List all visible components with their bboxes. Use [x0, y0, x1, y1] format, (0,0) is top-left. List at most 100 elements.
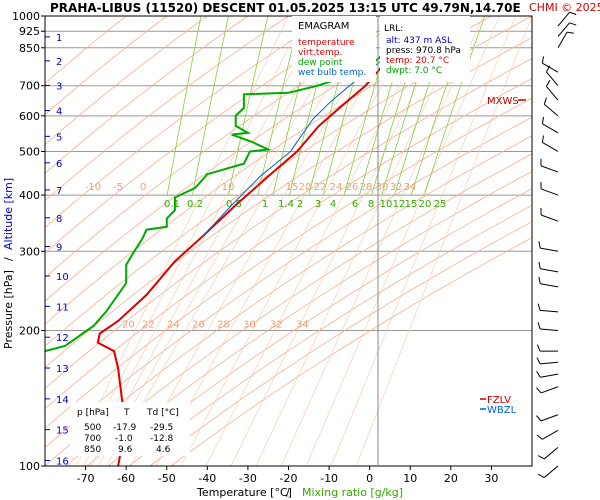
wind-barb-flag — [536, 434, 543, 440]
altitude-label: 14 — [56, 395, 69, 406]
wind-barb — [543, 103, 559, 117]
wind-barb-flag — [536, 415, 542, 422]
dry-adiabat — [44, 15, 249, 174]
wind-barb-flag — [566, 31, 574, 34]
dry-adiabat — [44, 15, 168, 116]
lrl-box: LRL: alt: 437 m ASL press: 970.8 hPa tem… — [380, 16, 470, 82]
wind-barb — [546, 86, 559, 101]
altitude-label: 12 — [56, 333, 69, 344]
table-cell: -29.5 — [150, 423, 173, 433]
wind-barb — [542, 429, 559, 440]
x-tick-label: 30 — [484, 472, 498, 485]
wbzl-label: WBZL — [487, 405, 517, 416]
altitude-label: 4 — [56, 107, 62, 118]
wind-barb-flag — [537, 473, 545, 479]
theta-label: -5 — [113, 182, 123, 193]
wind-barb — [542, 142, 559, 152]
table-cell: 700 — [84, 434, 101, 444]
wind-barb-flag — [541, 135, 544, 143]
theta-label: 28 — [360, 182, 373, 193]
wind-barb — [540, 268, 559, 273]
wind-barb — [540, 188, 559, 196]
mixing-ratio-label: 1.4 — [278, 199, 294, 210]
wind-barb — [540, 165, 559, 173]
lrl-dwpt: dwpt: 7.0 °C — [386, 66, 442, 76]
mixing-ratio-label: 10 — [380, 199, 393, 210]
plot-frame — [44, 15, 533, 467]
y-tick-label: 400 — [19, 189, 40, 202]
x-tick-label: -50 — [158, 472, 176, 485]
wind-barb-flag — [541, 56, 544, 64]
theta-label: 28 — [217, 320, 230, 331]
mixing-ratio-label: 0.5 — [226, 199, 242, 210]
theta-label: 30 — [376, 182, 389, 193]
altitude-label: 13 — [56, 364, 69, 375]
mixing-ratio-label: 0.2 — [187, 199, 203, 210]
y-axis-title-separator: / — [2, 257, 15, 261]
mixing-ratio-label: 20 — [419, 199, 432, 210]
wind-barb-flag — [545, 65, 551, 73]
dry-adiabat — [149, 221, 533, 467]
mixing-ratio-label: 1 — [262, 199, 268, 210]
wind-barb-flag — [536, 357, 541, 365]
wind-barb-flag — [536, 371, 541, 378]
dry-adiabat — [65, 153, 533, 467]
altitude-label: 16 — [56, 456, 69, 467]
x-axis-title-mixing-ratio: Mixing ratio [g/kg] — [302, 486, 403, 499]
y-tick-label: 700 — [19, 80, 40, 93]
theta-label: 10 — [222, 182, 235, 193]
mixing-ratio-label: 25 — [434, 199, 447, 210]
dry-adiabat — [44, 15, 127, 84]
wind-barb-flag — [538, 241, 541, 249]
moist-adiabat — [305, 15, 500, 467]
wind-barb-flag — [543, 97, 547, 105]
altitude-label: 2 — [56, 57, 62, 68]
wind-barb — [546, 71, 559, 87]
mixing-ratio-line — [166, 15, 202, 196]
mixing-ratio-label: 2 — [297, 199, 303, 210]
wind-barb — [542, 123, 559, 134]
wind-barb-flag — [538, 261, 541, 269]
wind-barb — [543, 446, 559, 460]
lrl-title: LRL: — [384, 24, 403, 34]
x-tick-label: 10 — [403, 472, 417, 485]
y-tick-label: 850 — [19, 42, 40, 55]
theta-label: 24 — [167, 320, 180, 331]
theta-label: 26 — [192, 320, 205, 331]
wind-barb — [557, 31, 568, 49]
table-cell: 500 — [84, 423, 101, 433]
theta-label: 0 — [140, 182, 146, 193]
altitude-label: 15 — [56, 426, 69, 437]
theta-label: 22 — [142, 320, 155, 331]
lrl-background — [380, 16, 470, 82]
table-background — [70, 402, 190, 456]
mxws-label: MXWS — [487, 96, 519, 107]
y-tick-label: 1000 — [12, 10, 40, 23]
theta-label: 26 — [346, 182, 359, 193]
table-cell: 4.6 — [156, 445, 171, 455]
wind-barb-flag — [536, 387, 542, 394]
x-tick-label: -30 — [239, 472, 257, 485]
mixing-ratio-label: 12 — [393, 199, 406, 210]
altitude-label: 9 — [56, 242, 62, 253]
dry-adiabat — [44, 116, 533, 448]
altitude-label: 1 — [56, 33, 62, 44]
wind-barb-flag — [569, 11, 577, 15]
theta-label: 24 — [330, 182, 343, 193]
legend-item-wet-bulb: wet bulb temp. — [298, 68, 366, 78]
chart-title: PRAHA-LIBUS (11520) DESCENT 01.05.2025 1… — [50, 1, 521, 15]
altitude-label: 8 — [56, 214, 62, 225]
legend-item-temperature: temperature — [298, 38, 355, 48]
lrl-alt: alt: 437 m ASL — [386, 36, 452, 46]
y-tick-label: 925 — [19, 25, 40, 38]
x-tick-label: -60 — [117, 472, 135, 485]
altitude-label: 6 — [56, 159, 62, 170]
wind-barb-flag — [536, 344, 541, 352]
moist-adiabat — [68, 15, 289, 467]
x-tick-label: -20 — [280, 472, 298, 485]
table-cell: -12.8 — [150, 434, 174, 444]
x-axis-title-separator: / — [286, 486, 290, 499]
table-cell: -17.9 — [113, 423, 137, 433]
legend-title: EMAGRAM — [298, 21, 349, 32]
